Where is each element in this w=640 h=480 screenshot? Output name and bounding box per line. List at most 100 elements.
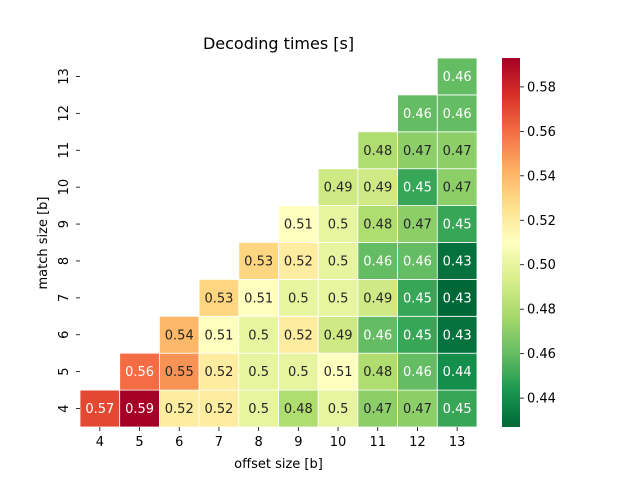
cell-value-label: 0.46 [363, 254, 392, 269]
cell-value-label: 0.49 [363, 181, 392, 196]
cell-value-label: 0.53 [244, 254, 273, 269]
cell-value-label: 0.5 [328, 254, 349, 269]
cell-value-label: 0.5 [248, 328, 269, 343]
cell-value-label: 0.43 [443, 291, 472, 306]
y-axis-label: match size [b] [36, 197, 51, 290]
heatmap-cell [436, 94, 478, 133]
cell-value-label: 0.56 [125, 365, 154, 380]
heatmap-cells: 0.57 0.59 0.52 0.52 0.5 0.48 0.5 0.47 0.47 0.45 0.… [79, 57, 478, 428]
cell-value-label: 0.52 [284, 254, 313, 269]
cell-value-label: 0.5 [248, 402, 269, 417]
x-tick-label: 13 [449, 435, 466, 450]
cell-value-label: 0.47 [403, 218, 432, 233]
heatmap-cell [317, 352, 359, 391]
cell-value-label: 0.5 [288, 291, 309, 306]
heatmap-cell [436, 205, 478, 243]
y-tick-label: 4 [57, 404, 72, 412]
heatmap-cell [278, 389, 319, 428]
y-tick-label: 10 [57, 179, 72, 196]
colorbar: 0.44 0.46 0.48 0.50 0.52 0.54 0.56 0.58 [502, 58, 556, 427]
heatmap-cell [357, 242, 398, 280]
heatmap-cell [158, 315, 200, 354]
cell-value-label: 0.46 [443, 70, 472, 85]
cell-value-label: 0.52 [204, 365, 233, 380]
colorbar-gradient [502, 58, 520, 427]
cell-value-label: 0.45 [443, 218, 472, 233]
cell-value-label: 0.48 [284, 402, 313, 417]
cell-value-label: 0.45 [403, 291, 432, 306]
x-tick-label: 10 [330, 435, 347, 450]
cell-value-label: 0.45 [403, 181, 432, 196]
heatmap-cell [238, 278, 279, 317]
heatmap-cell [278, 205, 319, 243]
cell-value-label: 0.53 [204, 291, 233, 306]
cell-value-label: 0.5 [328, 291, 349, 306]
y-tick-label: 7 [57, 294, 72, 302]
heatmap-cell [436, 278, 478, 317]
cell-value-label: 0.47 [443, 181, 472, 196]
cell-value-label: 0.45 [403, 328, 432, 343]
heatmap-cell [317, 205, 359, 243]
cell-value-label: 0.47 [443, 144, 472, 159]
cell-value-label: 0.54 [165, 328, 194, 343]
heatmap-cell [357, 315, 398, 354]
heatmap-cell [436, 57, 478, 96]
cell-value-label: 0.48 [363, 218, 392, 233]
cell-value-label: 0.43 [443, 254, 472, 269]
heatmap-cell [436, 352, 478, 391]
cell-value-label: 0.52 [204, 402, 233, 417]
heatmap-cell [238, 242, 279, 280]
x-tick-label: 5 [135, 435, 143, 450]
cell-value-label: 0.49 [363, 291, 392, 306]
cell-value-label: 0.55 [165, 365, 194, 380]
x-tick-label: 9 [294, 435, 302, 450]
heatmap-cell [198, 278, 240, 317]
y-tick-label: 9 [57, 220, 72, 228]
cell-value-label: 0.45 [443, 402, 472, 417]
cell-value-label: 0.51 [204, 328, 233, 343]
cell-value-label: 0.48 [363, 144, 392, 159]
heatmap-cell [357, 352, 398, 391]
cell-value-label: 0.5 [328, 218, 349, 233]
cell-value-label: 0.49 [324, 181, 353, 196]
colorbar-tick-label: 0.48 [527, 303, 556, 318]
cell-value-label: 0.47 [403, 144, 432, 159]
x-tick-label: 11 [369, 435, 386, 450]
heatmap-cell [79, 389, 121, 428]
heatmap-cell [198, 352, 240, 391]
x-tick-label: 8 [255, 435, 263, 450]
heatmap-cell [119, 389, 160, 428]
colorbar-tick-label: 0.50 [527, 258, 556, 273]
cell-value-label: 0.44 [443, 365, 472, 380]
heatmap-cell [158, 352, 200, 391]
colorbar-tick-label: 0.52 [527, 214, 556, 229]
y-tick-label: 12 [57, 105, 72, 122]
cell-value-label: 0.51 [244, 291, 273, 306]
y-tick-label: 11 [57, 142, 72, 159]
heatmap-cell [317, 168, 359, 206]
heatmap-cell [278, 315, 319, 354]
x-axis: 4 5 6 7 8 9 10 11 12 13 [96, 427, 466, 450]
cell-value-label: 0.5 [288, 365, 309, 380]
cell-value-label: 0.51 [284, 218, 313, 233]
colorbar-tick-label: 0.56 [527, 125, 556, 140]
heatmap-cell [357, 131, 398, 170]
y-tick-label: 5 [57, 368, 72, 376]
x-tick-label: 7 [215, 435, 223, 450]
x-axis-label: offset size [b] [234, 457, 323, 472]
colorbar-tick-label: 0.46 [527, 347, 556, 362]
colorbar-tick-label: 0.58 [527, 80, 556, 95]
cell-value-label: 0.47 [403, 402, 432, 417]
y-tick-label: 8 [57, 257, 72, 265]
colorbar-tick-label: 0.54 [527, 169, 556, 184]
y-tick-label: 13 [57, 68, 72, 85]
heatmap-cell [357, 389, 398, 428]
chart-title: Decoding times [s] [203, 34, 354, 53]
heatmap-cell [397, 352, 438, 391]
heatmap-cell [436, 315, 478, 354]
cell-value-label: 0.46 [363, 328, 392, 343]
heatmap-cell [436, 389, 478, 428]
cell-value-label: 0.46 [443, 107, 472, 122]
cell-value-label: 0.59 [125, 402, 154, 417]
